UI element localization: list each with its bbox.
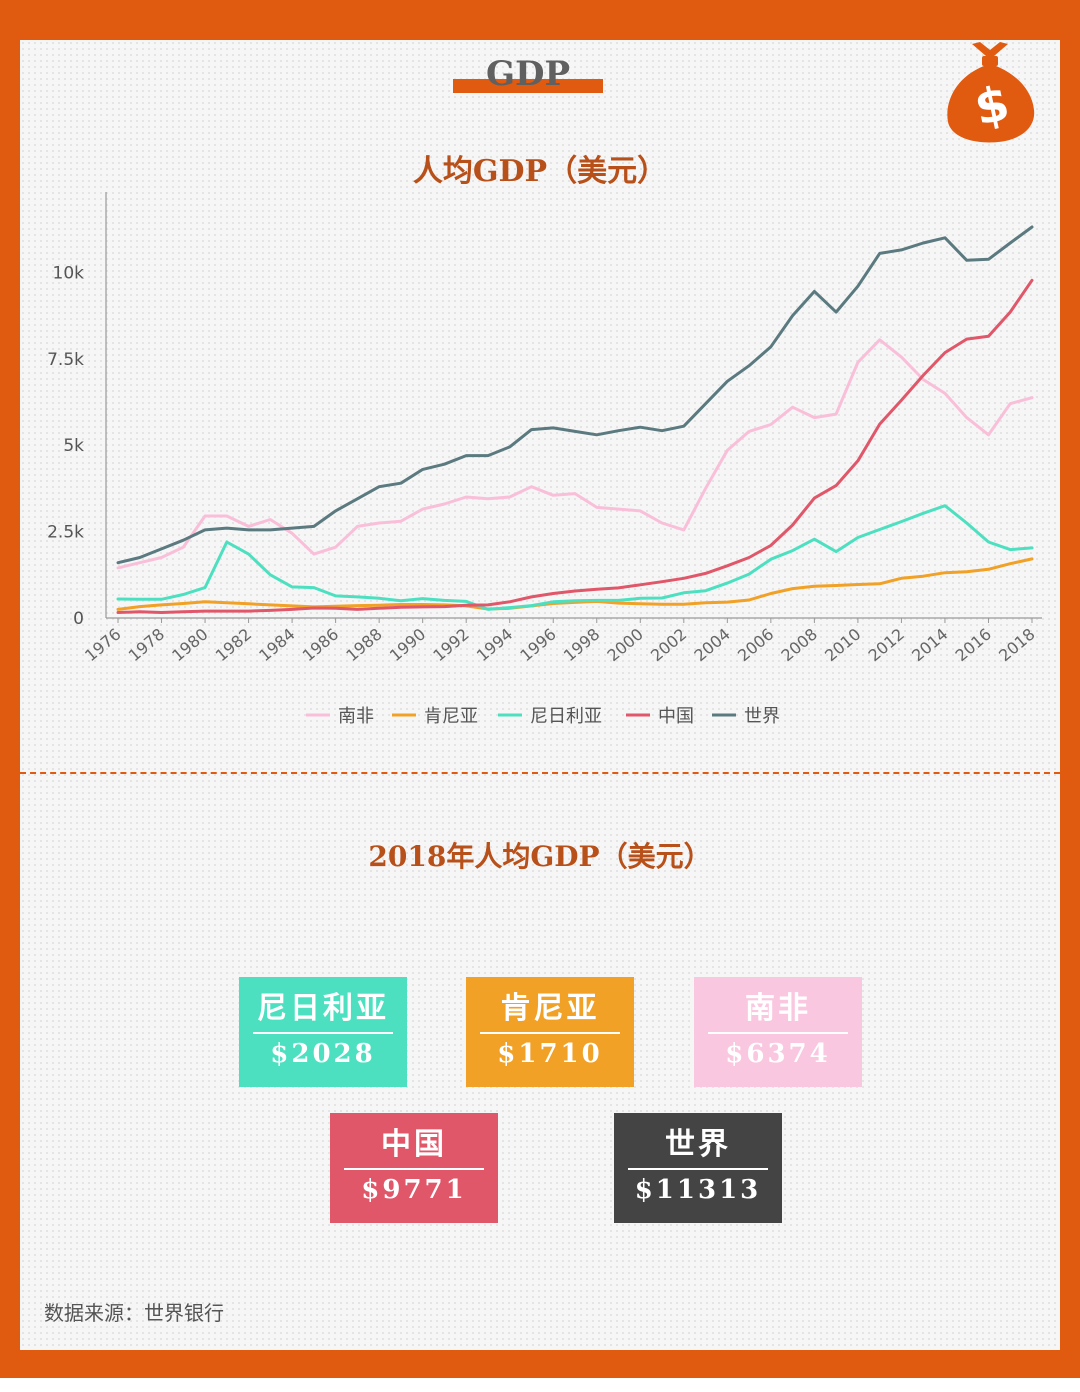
- y-tick-label: 7.5k: [47, 350, 84, 370]
- card-value: $1710: [497, 1039, 603, 1069]
- y-tick-label: 10k: [53, 263, 85, 283]
- x-tick-label: 2018: [995, 625, 1038, 666]
- series-line-1: [116, 557, 1034, 611]
- card-name: 肯尼亚: [500, 991, 600, 1026]
- header-title: GDP: [485, 54, 571, 94]
- card-divider: [344, 1168, 484, 1170]
- legend-label: 中国: [658, 706, 694, 727]
- x-tick-label: 1982: [212, 625, 255, 666]
- card-name: 南非: [745, 991, 811, 1026]
- money-bag-icon: $: [947, 42, 1035, 143]
- header-underline: [453, 79, 603, 93]
- x-tick-label: 1988: [342, 625, 385, 666]
- card-divider: [480, 1032, 620, 1034]
- x-tick-label: 1980: [168, 625, 211, 666]
- legend-label: 肯尼亚: [424, 706, 478, 727]
- x-tick-label: 2012: [865, 625, 908, 666]
- card-china: 中国 $9771: [330, 1113, 498, 1223]
- x-tick-label: 1996: [516, 625, 559, 666]
- x-tick-label: 1990: [386, 625, 429, 666]
- x-tick-label: 1978: [125, 625, 168, 666]
- legend-label: 世界: [744, 706, 780, 727]
- card-divider: [708, 1032, 848, 1034]
- card-name: 尼日利亚: [257, 991, 389, 1026]
- x-tick-label: 2016: [952, 625, 995, 666]
- x-tick-label: 2010: [821, 625, 864, 666]
- legend-label: 南非: [338, 706, 374, 727]
- x-tick-label: 2006: [734, 625, 777, 666]
- series-line-2: [116, 504, 1034, 611]
- x-tick-label: 1998: [560, 625, 603, 666]
- x-tick-label: 2000: [603, 625, 646, 666]
- x-tick-label: 2008: [778, 625, 821, 666]
- x-tick-label: 1986: [299, 625, 342, 666]
- card-value: $9771: [361, 1175, 467, 1205]
- card-nigeria: 尼日利亚 $2028: [239, 977, 407, 1087]
- content-panel: [20, 40, 1060, 1350]
- card-name: 中国: [381, 1127, 447, 1162]
- chart-title: 人均GDP（美元）: [412, 154, 668, 189]
- card-world: 世界 $11313: [614, 1113, 782, 1223]
- y-tick-label: 2.5k: [47, 523, 84, 543]
- x-tick-label: 2002: [647, 625, 690, 666]
- y-tick-label: 5k: [63, 436, 84, 456]
- card-value: $2028: [270, 1039, 376, 1069]
- series-line-0: [116, 338, 1034, 570]
- series-line-3: [116, 278, 1034, 614]
- card-value: $11313: [634, 1175, 762, 1205]
- section2-title: 2018年人均GDP（美元）: [368, 840, 712, 873]
- card-name: 世界: [665, 1127, 731, 1162]
- series-line-4: [116, 225, 1034, 565]
- card-kenya: 肯尼亚 $1710: [466, 977, 634, 1087]
- data-source: 数据来源：世界银行: [44, 1301, 224, 1325]
- x-tick-label: 1994: [473, 625, 516, 666]
- section-divider: [20, 772, 1060, 774]
- card-south-africa: 南非 $6374: [694, 977, 862, 1087]
- x-tick-label: 2004: [690, 625, 733, 666]
- card-divider: [253, 1032, 393, 1034]
- x-tick-label: 1992: [429, 625, 472, 666]
- x-tick-label: 2014: [908, 625, 951, 666]
- legend-label: 尼日利亚: [530, 706, 602, 727]
- y-tick-label: 0: [73, 609, 84, 629]
- card-divider: [628, 1168, 768, 1170]
- card-value: $6374: [725, 1039, 831, 1069]
- x-tick-label: 1984: [255, 625, 298, 666]
- bottom-strip: [0, 1378, 1080, 1392]
- x-tick-label: 1976: [81, 625, 124, 666]
